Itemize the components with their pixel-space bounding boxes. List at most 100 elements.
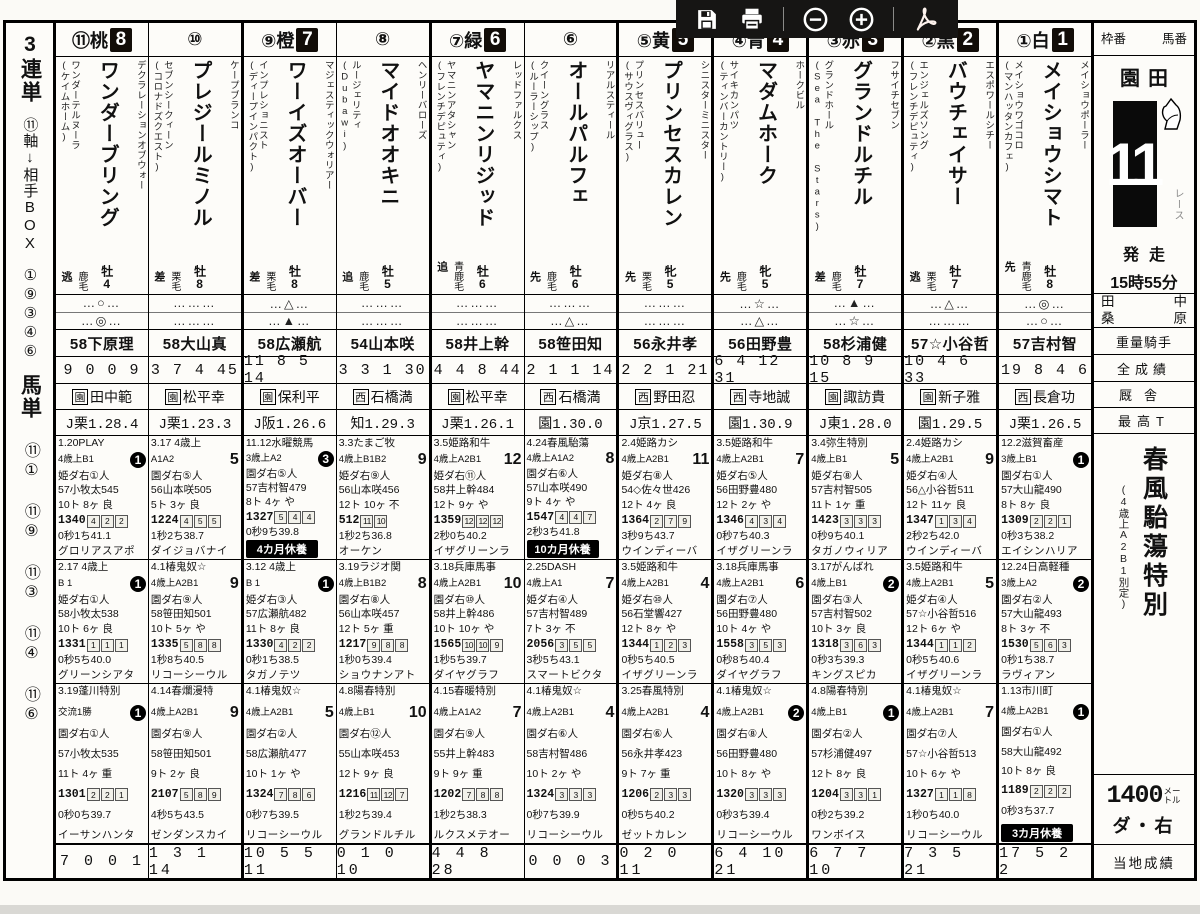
finish-position: 9 bbox=[985, 450, 995, 468]
past-race-winner: ゼットカレン bbox=[621, 828, 688, 841]
sex-age: 牡8 bbox=[287, 265, 302, 291]
local-record: 4 4 8 28 bbox=[431, 844, 492, 879]
past-race-margin-last3f: 4秒5ち43.5 bbox=[150, 808, 205, 821]
past-race-class-finish: 4歳上A2B1 5 bbox=[246, 704, 334, 721]
best-time: J栗1.28.4 bbox=[56, 410, 148, 436]
tipster-2: 桑原 bbox=[1101, 310, 1187, 326]
past-blocks: 3.3たまご牧 4歳上B1B2 9 姫ダ右⑨人 56山本咲456 12ト 10ヶ… bbox=[336, 436, 429, 845]
past-race-margin-last3f: 1秒0ち39.4 bbox=[338, 654, 392, 666]
local-record: 1 3 1 14 bbox=[148, 844, 209, 879]
horse-column: ⑨橙 7 マジェスティックウォリアー ワーイズオーバー 牡8 インプレショニスト… bbox=[240, 23, 336, 879]
trainer-base: 西 bbox=[352, 388, 369, 405]
past-race-class: 3歳上B1 bbox=[1001, 453, 1037, 465]
past-race-course-popularity: 園ダ右①人 bbox=[58, 727, 110, 740]
running-style: 差 bbox=[152, 271, 165, 282]
sire-name: エスポワールシチー bbox=[983, 60, 995, 150]
past-race-course-popularity: 姫ダ右⑤人 bbox=[716, 469, 768, 482]
trainer: 園 新子雅 bbox=[904, 384, 997, 410]
trainer-base: 西 bbox=[635, 388, 652, 405]
past-race-margin-last3f: 0秒9ち39.8 bbox=[245, 525, 299, 538]
past-race-winner: リコーシーウル bbox=[906, 828, 983, 841]
past-race-field-going: 12ト 5ヶ 重 bbox=[338, 623, 394, 636]
tipster-marks: ……… …△… bbox=[524, 295, 617, 330]
pdf-button[interactable] bbox=[910, 3, 942, 35]
running-style: 逃 bbox=[908, 271, 921, 282]
past-race-block: 3.5姫路和牛 4歳上A2B1 12 姫ダ右⑪人 58井上幹484 12ト 9ヶ… bbox=[431, 436, 524, 560]
dam-name: インプレショニスト bbox=[256, 60, 268, 150]
passing-position-box: 9 bbox=[490, 638, 504, 652]
passing-position-box: 4 bbox=[288, 511, 302, 525]
damsire-name: (ケイムホーム) bbox=[58, 60, 70, 143]
frame-number-label: 枠番 bbox=[1101, 31, 1127, 46]
total-record: 3 7 4 45 bbox=[148, 357, 241, 384]
zoom-in-button[interactable] bbox=[846, 4, 877, 35]
past-race-jockey-weight: 56山本咲456 bbox=[338, 484, 400, 497]
past-race-winner: グロリアスアポ bbox=[58, 544, 135, 557]
frame-number-box: 2 bbox=[956, 27, 979, 52]
coat-and-style: 青鹿毛 追 bbox=[433, 261, 465, 291]
horse-name-cell: シニスターミニスター プリンセスカレン 牝5 プリンセスバリュー (サウスヴィグ… bbox=[619, 57, 712, 295]
past-blocks: 3.17 4歳上 A1A2 5 園ダ右⑤人 56山本咲505 5ト 3ヶ 良 1… bbox=[148, 436, 241, 845]
mark-row-1: ……… bbox=[360, 296, 405, 311]
past-race-course-popularity: 園ダ右⑧人 bbox=[338, 593, 391, 606]
past-race-class: 4歳上A1 bbox=[526, 577, 563, 589]
zoom-out-button[interactable] bbox=[800, 4, 831, 35]
coat-and-style: 鹿毛 先 bbox=[716, 271, 748, 291]
past-race-date-name: 3.4弥生特別 bbox=[811, 437, 868, 449]
passing-position-box: 5 bbox=[274, 511, 288, 525]
past-race-time: 1347 bbox=[906, 513, 934, 527]
passing-position-box: 8 bbox=[288, 788, 302, 802]
past-race-class-finish: 4歳上A2B1 9 bbox=[151, 575, 239, 592]
past-race-field-going: 12ト 2ヶ や bbox=[716, 499, 772, 512]
horse-number: ⑤黄 bbox=[636, 30, 671, 51]
past-race-class-finish: 4歳上A2B1 7 bbox=[906, 704, 994, 721]
past-race-class-finish: 4歳上A2B1 6 bbox=[716, 575, 804, 592]
past-race-time: 1189 bbox=[1001, 784, 1029, 798]
weight-jockey: 58大山真 bbox=[148, 330, 241, 357]
passing-position-box: 3 bbox=[678, 788, 692, 802]
past-race-time: 1318 bbox=[811, 637, 839, 651]
sex-age: 牡7 bbox=[852, 265, 867, 291]
past-race-block: 3.4弥生特別 4歳上B1 5 姫ダ右⑧人 57吉村智505 11ト 1ヶ 重 … bbox=[809, 436, 902, 560]
past-race-date-name: 4.15春暖特別 bbox=[433, 685, 497, 697]
horse-name-cell: エスポワールシチー バウチェイサー 牡7 エンジェルズソング (フレンチデピュテ… bbox=[904, 57, 997, 295]
past-race-margin-last3f: 3秒5ち43.1 bbox=[526, 654, 580, 666]
horse-column: ⑦緑 6 レッドファルクス ヤマニンリジッド 牡6 ヤマニンアタシャン (フレン… bbox=[428, 23, 524, 879]
finish-position: 4 bbox=[605, 703, 615, 721]
past-race-winner: イザグリーンラ bbox=[906, 668, 983, 681]
dam-name: プリンセスバリュー bbox=[632, 60, 644, 150]
sire-name: マジェスティックウォリアー bbox=[322, 60, 334, 190]
save-button[interactable] bbox=[692, 5, 721, 34]
horse-number: ⑦緑 bbox=[448, 30, 483, 51]
passing-positions: 11 10 bbox=[360, 514, 388, 528]
past-blocks: 3.5姫路和牛 4歳上A2B1 12 姫ダ右⑪人 58井上幹484 12ト 9ヶ… bbox=[431, 436, 524, 845]
mark-row-1: …○… bbox=[82, 296, 122, 311]
passing-position-box: 4 bbox=[555, 511, 569, 525]
past-race-field-going: 11ト 1ヶ 重 bbox=[811, 499, 866, 512]
horse-name: ヤマニンリジッド bbox=[471, 60, 494, 228]
past-race-winner: ウインディーバ bbox=[621, 544, 698, 557]
weight-jockey: 58広瀬航 bbox=[243, 330, 336, 357]
passing-position-box: 8 bbox=[476, 788, 490, 802]
horse-column: ⑤黄 5 シニスターミニスター プリンセスカレン 牝5 プリンセスバリュー (サ… bbox=[616, 23, 712, 879]
past-race-margin-last3f: 0秒5ち40.6 bbox=[906, 654, 960, 666]
dam-name: サイキカンパツ bbox=[727, 60, 739, 130]
horse-number-header: ⑪桃 8 bbox=[56, 23, 148, 57]
past-race-time: 1204 bbox=[811, 787, 839, 801]
past-race-field-going: 10ト 8ヶ や bbox=[716, 767, 772, 780]
finish-position: 7 bbox=[512, 703, 522, 721]
print-button[interactable] bbox=[737, 4, 767, 34]
passing-position-box: 7 bbox=[274, 788, 288, 802]
best-time: J阪1.26.6 bbox=[243, 410, 336, 436]
past-race-time: 1309 bbox=[1001, 513, 1029, 527]
coat-color: 栗毛 bbox=[263, 271, 275, 291]
toolbar-divider bbox=[893, 7, 895, 31]
past-race-field-going: 10ト 4ヶ や bbox=[716, 623, 772, 636]
past-race-class-finish: 4歳上A1A2 7 bbox=[434, 703, 522, 721]
damsire-name: (Dubawi) bbox=[339, 60, 351, 152]
best-time: J東1.28.0 bbox=[809, 410, 902, 436]
sire-name: リアルスティール bbox=[603, 60, 615, 140]
